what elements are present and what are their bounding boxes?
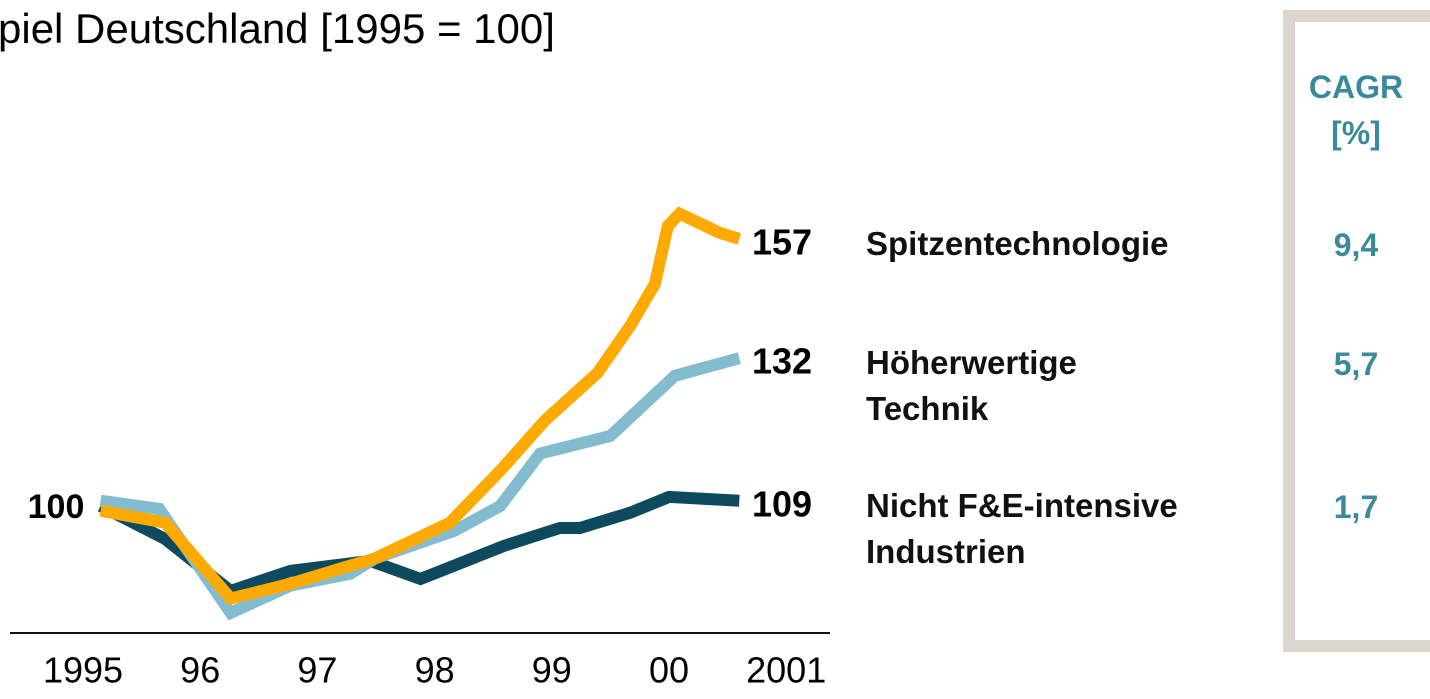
legend-entry: Nicht F&E-intensive Industrien <box>866 486 1178 570</box>
start-label: 100 <box>28 488 85 526</box>
line <box>99 206 742 606</box>
end-label: 132 <box>752 341 812 382</box>
legend-entry: Höherwertige Technik <box>866 344 1077 428</box>
cagr-header: CAGR [%] <box>1308 69 1404 151</box>
cagr-value: 1,7 <box>1333 488 1379 525</box>
cagr-value: 9,4 <box>1333 226 1379 263</box>
x-tick-label: 1995 <box>43 650 123 691</box>
cagr-value: 5,7 <box>1333 346 1379 383</box>
x-tick-label: 96 <box>180 650 220 691</box>
x-tick-label: 97 <box>297 650 337 691</box>
x-tick-label: 00 <box>649 650 689 691</box>
chart-title: piel Deutschland [1995 = 100] <box>0 5 555 52</box>
end-label: 157 <box>752 221 812 262</box>
x-tick-label: 98 <box>415 650 455 691</box>
x-tick-label: 2001 <box>746 650 826 691</box>
cagr-panel <box>1283 10 1430 652</box>
end-label: 109 <box>752 483 812 524</box>
legend-entry: Spitzentechnologie <box>866 224 1169 262</box>
x-tick-label: 99 <box>532 650 572 691</box>
